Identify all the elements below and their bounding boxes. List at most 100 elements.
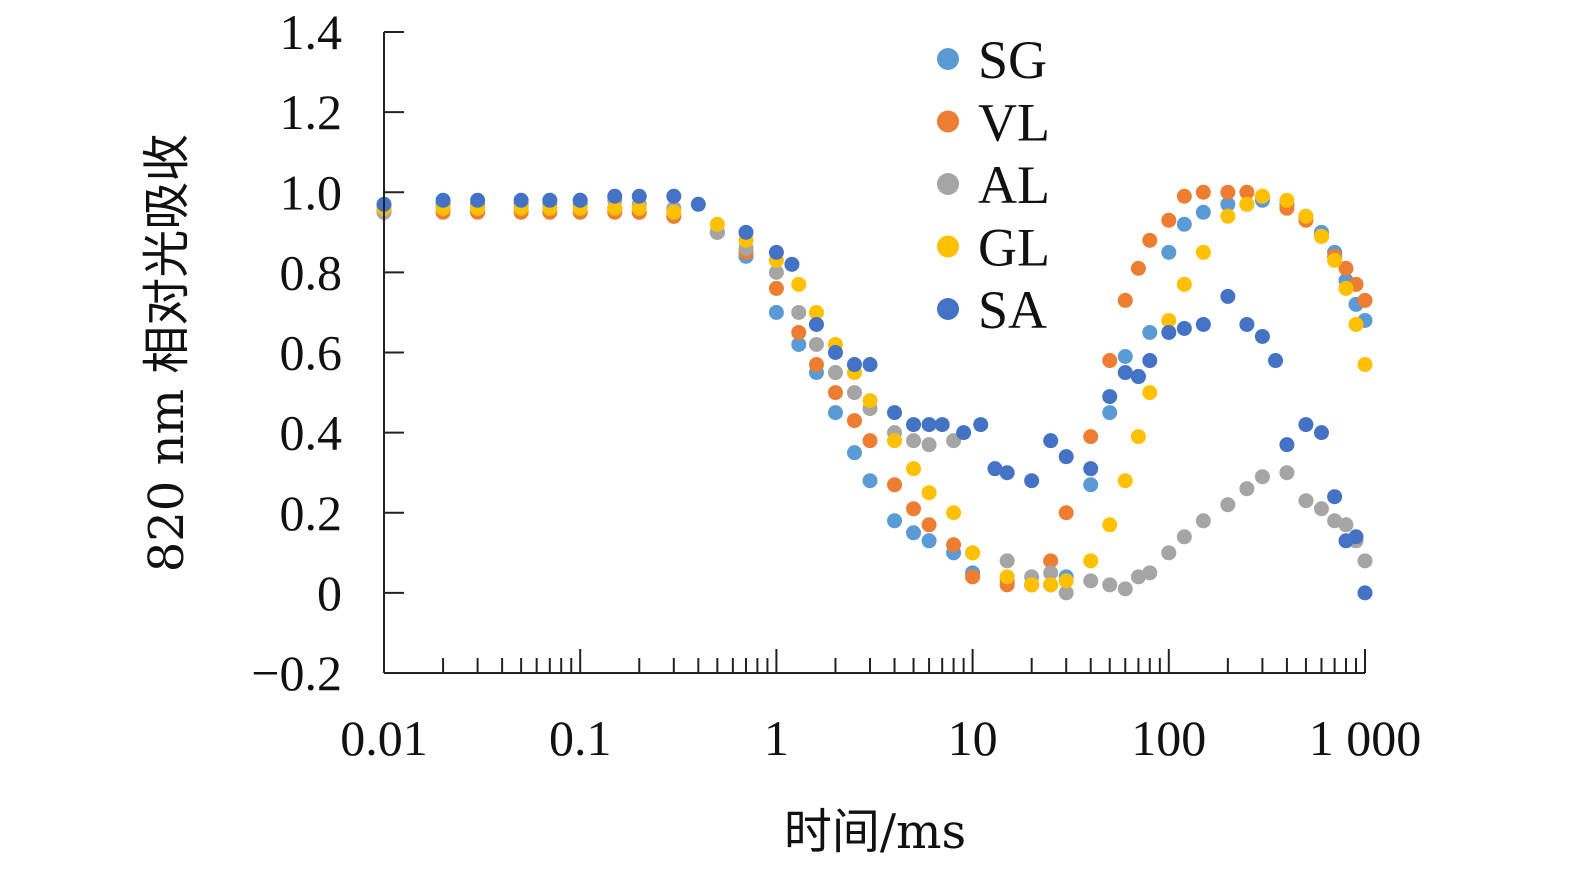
data-point (956, 425, 972, 441)
data-point (1117, 292, 1133, 308)
data-point (846, 445, 862, 461)
data-point (435, 192, 451, 208)
data-point (791, 304, 807, 320)
data-point (862, 357, 878, 373)
legend-marker (937, 298, 959, 320)
data-point (808, 336, 824, 352)
data-point (768, 244, 784, 260)
data-point (887, 405, 903, 421)
data-point (690, 196, 706, 212)
data-point (1102, 577, 1118, 593)
data-point (513, 192, 529, 208)
legend-marker (937, 48, 959, 70)
data-point (846, 357, 862, 373)
data-point (827, 365, 843, 381)
data-point (1348, 529, 1364, 545)
data-point (808, 357, 824, 373)
data-point (887, 477, 903, 493)
series-sa (376, 188, 1373, 601)
data-point (1298, 417, 1314, 433)
data-point (999, 569, 1015, 585)
data-point (1161, 212, 1177, 228)
data-point (1142, 353, 1158, 369)
data-point (887, 433, 903, 449)
data-point (1176, 276, 1192, 292)
data-point (1043, 565, 1059, 581)
data-point (862, 473, 878, 489)
data-point (542, 192, 558, 208)
data-point (1176, 529, 1192, 545)
legend-marker (937, 110, 959, 133)
data-point (1348, 316, 1364, 332)
data-point (1254, 328, 1270, 344)
data-point (666, 204, 682, 220)
data-point (1117, 581, 1133, 597)
data-point (862, 393, 878, 409)
y-tick-label: 0.8 (280, 244, 343, 300)
data-point (1102, 405, 1118, 421)
data-point (607, 188, 623, 204)
data-point (1102, 353, 1118, 369)
data-point (1279, 192, 1295, 208)
y-tick-label: 1.0 (280, 164, 343, 220)
data-point (1142, 324, 1158, 340)
x-tick-label: 100 (1131, 710, 1206, 766)
data-point (1239, 184, 1255, 200)
data-point (808, 304, 824, 320)
data-point (1313, 425, 1329, 441)
y-tick-label: 0.2 (280, 485, 343, 541)
data-point (846, 413, 862, 429)
data-point (768, 304, 784, 320)
data-point (1161, 244, 1177, 260)
data-point (1195, 184, 1211, 200)
data-point (1313, 501, 1329, 517)
data-point (607, 200, 623, 216)
data-point (784, 256, 800, 272)
data-point (887, 513, 903, 529)
data-point (1268, 353, 1284, 369)
data-point (1279, 437, 1295, 453)
data-point (631, 188, 647, 204)
data-point (1357, 553, 1373, 569)
legend-label: AL (978, 155, 1050, 215)
data-point (1176, 320, 1192, 336)
y-tick-label: −0.2 (251, 645, 342, 701)
data-point (1357, 357, 1373, 373)
data-point (827, 405, 843, 421)
data-point (1176, 216, 1192, 232)
series-sg (376, 192, 1373, 593)
data-point (1220, 208, 1236, 224)
data-point (1024, 473, 1040, 489)
data-point (1279, 465, 1295, 481)
data-point (1117, 349, 1133, 365)
data-point (1058, 573, 1074, 589)
data-point (921, 517, 937, 533)
data-point (1327, 489, 1343, 505)
data-point (946, 433, 962, 449)
data-point (1024, 577, 1040, 593)
data-point (791, 336, 807, 352)
data-point (1083, 429, 1099, 445)
data-point (738, 224, 754, 240)
data-point (1327, 513, 1343, 529)
data-point (791, 324, 807, 340)
x-tick-label: 1 (764, 710, 789, 766)
data-point (921, 485, 937, 501)
data-point (1083, 553, 1099, 569)
data-point (1130, 429, 1146, 445)
legend-label: SA (978, 280, 1047, 340)
y-tick-label: 1.2 (280, 84, 343, 140)
data-point (1161, 324, 1177, 340)
data-point (1161, 312, 1177, 328)
data-point (827, 345, 843, 360)
data-point (934, 417, 950, 433)
data-point (1102, 389, 1118, 405)
data-point (1058, 449, 1074, 465)
data-point (946, 505, 962, 521)
legend-marker (937, 173, 959, 195)
data-point (791, 276, 807, 292)
data-point (906, 417, 922, 433)
data-point (846, 385, 862, 401)
